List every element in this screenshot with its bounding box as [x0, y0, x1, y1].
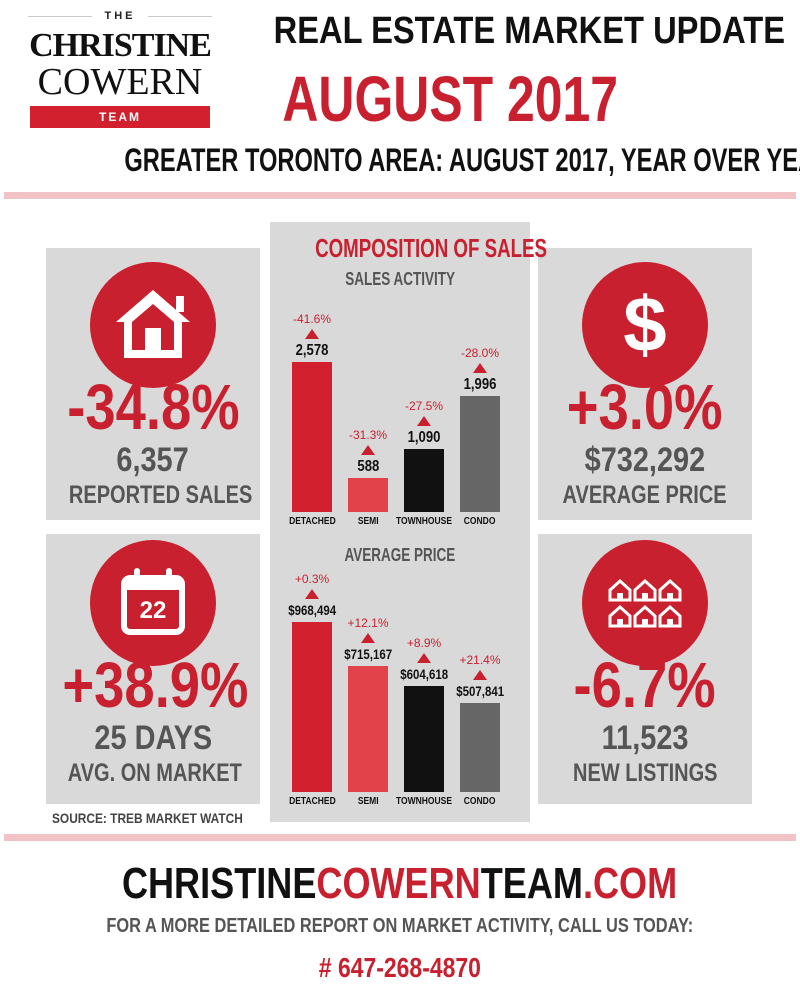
- bar-detached: [292, 362, 332, 512]
- logo-team: TEAM: [30, 106, 210, 128]
- category-label: DETACHED: [288, 516, 336, 527]
- change-label: +8.9%: [406, 636, 442, 650]
- bar-detached: [292, 622, 332, 792]
- category-label: DETACHED: [288, 796, 336, 807]
- value-label: $968,494: [288, 602, 336, 618]
- up-arrow-icon: [473, 670, 487, 680]
- change-label: +12.1%: [347, 616, 389, 630]
- category-label: TOWNHOUSE: [395, 796, 453, 807]
- up-arrow-icon: [305, 589, 319, 599]
- sales-change: -34.8%: [66, 371, 240, 443]
- up-arrow-icon: [417, 653, 431, 663]
- logo-last-name: COWERN: [37, 61, 203, 103]
- value-label: 1,996: [463, 376, 497, 393]
- up-arrow-icon: [305, 329, 319, 339]
- website-link[interactable]: CHRISTINECOWERNTEAM.COM: [0, 858, 800, 910]
- value-label: 2,578: [295, 342, 329, 359]
- days-panel: 22 +38.9% 25 DAYS AVG. ON MARKET: [46, 534, 260, 804]
- days-label: AVG. ON MARKET: [67, 759, 242, 787]
- category-label: SEMI: [357, 796, 379, 807]
- value-label: 1,090: [407, 429, 441, 446]
- bar-condo: [460, 703, 500, 792]
- days-change: +38.9%: [62, 649, 249, 721]
- value-label: $604,618: [400, 666, 448, 682]
- bar-townhouse: [404, 449, 444, 512]
- days-value: 25 DAYS: [94, 719, 212, 757]
- chart-title-0: SALES ACTIVITY: [345, 269, 455, 289]
- chart-title-1: AVERAGE PRICE: [344, 545, 456, 565]
- bar-semi: [348, 666, 388, 792]
- value-label: 588: [357, 458, 379, 475]
- composition-panel: COMPOSITION OF SALES SALES ACTIVITY 2,578…: [270, 222, 548, 822]
- call-to-action: FOR A MORE DETAILED REPORT ON MARKET ACT…: [106, 915, 694, 937]
- bottom-divider: [4, 834, 796, 841]
- listings-panel: -6.7% 11,523 NEW LISTINGS: [538, 534, 752, 804]
- sales-panel: -34.8% 6,357 REPORTED SALES: [46, 248, 260, 520]
- houses-icon: [582, 540, 708, 666]
- category-label: CONDO: [464, 796, 496, 807]
- calendar-icon: 22: [90, 540, 216, 666]
- category-label: CONDO: [464, 516, 496, 527]
- dollar-icon: $: [582, 262, 708, 388]
- sales-label: REPORTED SALES: [68, 481, 253, 509]
- site-part-3: TEAM: [481, 859, 584, 908]
- change-label: -41.6%: [292, 312, 332, 326]
- change-label: +21.4%: [459, 653, 501, 667]
- composition-title: COMPOSITION OF SALES: [315, 233, 548, 263]
- up-arrow-icon: [417, 416, 431, 426]
- up-arrow-icon: [473, 363, 487, 373]
- price-panel: $ +3.0% $732,292 AVERAGE PRICE: [538, 248, 752, 520]
- month-title: AUGUST 2017: [282, 63, 618, 135]
- price-change: +3.0%: [567, 371, 723, 443]
- change-label: +0.3%: [294, 572, 330, 586]
- bar-semi: [348, 478, 388, 512]
- house-icon: [90, 262, 216, 388]
- source-note: SOURCE: TREB MARKET WATCH: [52, 810, 243, 826]
- phone-number[interactable]: # 647-268-4870: [318, 952, 482, 983]
- change-label: -28.0%: [460, 346, 500, 360]
- listings-label: NEW LISTINGS: [572, 759, 718, 787]
- logo-first-name: CHRISTINE: [29, 27, 212, 64]
- bar-condo: [460, 396, 500, 512]
- bar-townhouse: [404, 686, 444, 792]
- up-arrow-icon: [361, 445, 375, 455]
- value-label: $507,841: [456, 683, 504, 699]
- change-label: -27.5%: [404, 399, 444, 413]
- site-part-4: .COM: [583, 859, 678, 908]
- value-label: $715,167: [344, 646, 392, 662]
- top-divider: [4, 192, 796, 199]
- subtitle: GREATER TORONTO AREA: AUGUST 2017, YEAR …: [124, 142, 800, 178]
- up-arrow-icon: [361, 633, 375, 643]
- listings-value: 11,523: [601, 719, 689, 757]
- calendar-day: 22: [139, 597, 167, 624]
- site-part-1: CHRISTINE: [122, 859, 317, 908]
- page-title: REAL ESTATE MARKET UPDATE: [273, 10, 786, 52]
- site-part-2: COWERN: [316, 859, 482, 908]
- price-value: $732,292: [584, 441, 706, 479]
- sales-value: 6,357: [116, 441, 190, 479]
- listings-change: -6.7%: [573, 649, 717, 721]
- change-label: -31.3%: [348, 428, 388, 442]
- dollar-symbol: $: [623, 280, 667, 368]
- category-label: TOWNHOUSE: [395, 516, 453, 527]
- category-label: SEMI: [357, 516, 379, 527]
- logo-the: THE: [28, 10, 212, 22]
- price-label: AVERAGE PRICE: [562, 481, 728, 509]
- logo: THE CHRISTINE COWERN TEAM: [28, 10, 212, 128]
